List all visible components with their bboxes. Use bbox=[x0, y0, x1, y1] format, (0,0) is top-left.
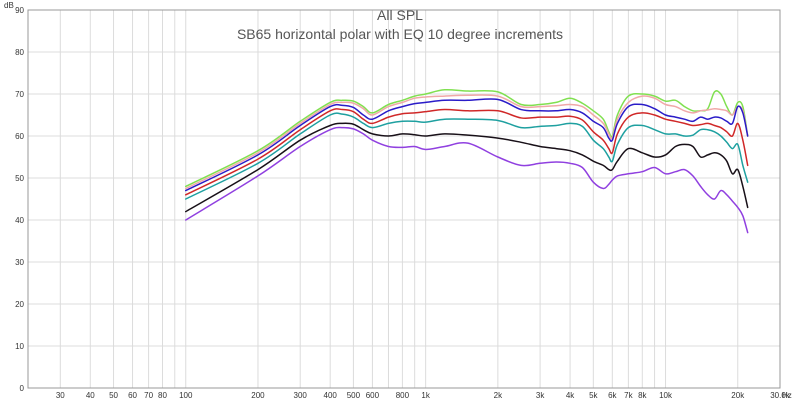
chart-title: All SPL bbox=[377, 7, 423, 23]
x-tick-label: 10k bbox=[659, 391, 673, 400]
y-tick-label: 0 bbox=[20, 384, 25, 393]
x-tick-label: 1k bbox=[421, 391, 430, 400]
x-tick-label: 500 bbox=[347, 391, 361, 400]
series-line-2 bbox=[185, 94, 749, 190]
x-tick-label: 800 bbox=[396, 391, 410, 400]
y-tick-label: 70 bbox=[15, 90, 24, 99]
x-tick-label: 100 bbox=[179, 391, 193, 400]
x-tick-label: 3k bbox=[536, 391, 545, 400]
x-tick-label: 7k bbox=[624, 391, 633, 400]
series-line-7 bbox=[185, 126, 749, 234]
y-tick-label: 90 bbox=[15, 6, 24, 15]
chart-subtitle: SB65 horizontal polar with EQ 10 degree … bbox=[237, 26, 563, 42]
series-line-5 bbox=[185, 112, 749, 200]
x-tick-label: 8k bbox=[638, 391, 647, 400]
y-tick-label: 20 bbox=[15, 300, 24, 309]
y-tick-label: 80 bbox=[15, 48, 24, 57]
x-tick-label: 70 bbox=[144, 391, 153, 400]
y-tick-label: 10 bbox=[15, 342, 24, 351]
y-tick-label: 40 bbox=[15, 216, 24, 225]
series-line-1 bbox=[185, 88, 749, 188]
y-tick-label: 60 bbox=[15, 132, 24, 141]
x-tick-label: 30 bbox=[56, 391, 65, 400]
x-tick-label: 200 bbox=[251, 391, 265, 400]
x-tick-label: 2k bbox=[494, 391, 503, 400]
x-tick-label: 300 bbox=[294, 391, 308, 400]
y-axis-unit: dB bbox=[4, 1, 14, 10]
plot-frame bbox=[27, 9, 781, 389]
x-tick-label: 30.0k bbox=[770, 391, 791, 400]
y-tick-label: 50 bbox=[15, 174, 24, 183]
x-tick-label: 400 bbox=[324, 391, 338, 400]
x-tick-label: 80 bbox=[158, 391, 167, 400]
series-line-4 bbox=[185, 108, 749, 196]
tick-labels: 0 10 20 30 40 50 60 70 80 90 30 40 50 60 70 80 100 200 300… bbox=[15, 6, 791, 400]
series-line-3 bbox=[185, 98, 749, 192]
x-tick-label: 60 bbox=[128, 391, 137, 400]
x-tick-label: 40 bbox=[86, 391, 95, 400]
x-tick-label: 6k bbox=[608, 391, 617, 400]
series-layer bbox=[185, 88, 749, 234]
y-tick-label: 30 bbox=[15, 258, 24, 267]
x-tick-label: 5k bbox=[589, 391, 598, 400]
x-tick-label: 4k bbox=[566, 391, 575, 400]
x-tick-label: 50 bbox=[109, 391, 118, 400]
x-axis-unit: Hz bbox=[782, 391, 792, 400]
x-tick-label: 20k bbox=[731, 391, 745, 400]
x-tick-label: 600 bbox=[366, 391, 380, 400]
series-line-6 bbox=[185, 122, 749, 213]
